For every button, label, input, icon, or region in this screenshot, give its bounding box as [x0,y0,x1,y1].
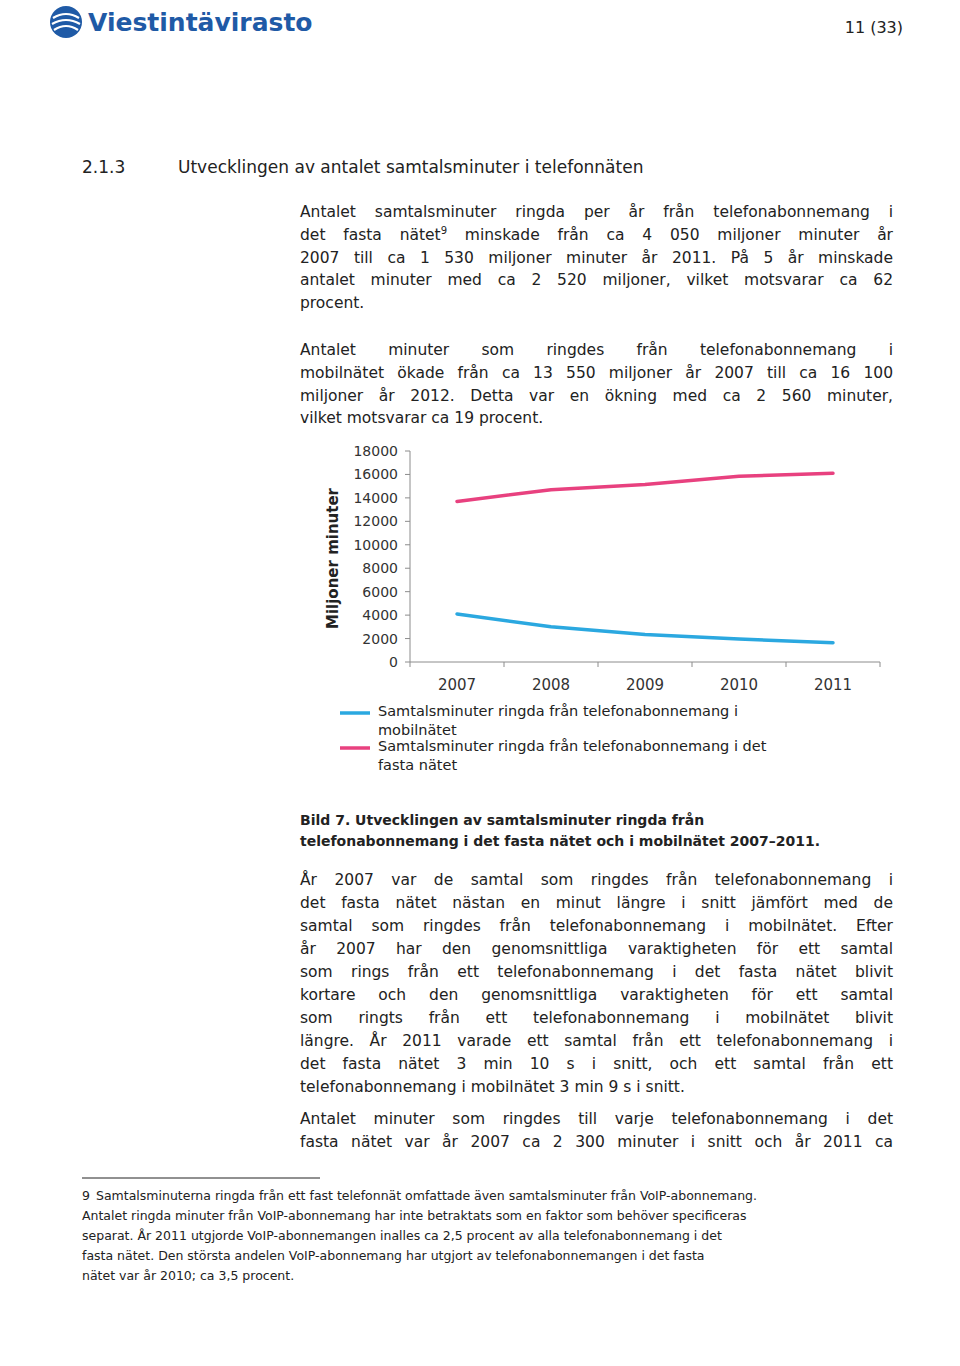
body-line: fasta nätet var år 2007 ca 2 300 minuter… [300,1131,893,1153]
y-tick-label: 2000 [362,631,398,647]
body-line: som ringts från ett telefonabonnemang i … [300,1007,893,1029]
text-segment: det fasta nätet [300,226,441,244]
y-tick [405,615,410,616]
body-line: det fasta nätet 3 min 10 s i snitt, och … [300,1053,893,1075]
footnote-line: Samtalsminuterna ringda från ett fast te… [96,1185,757,1207]
y-tick-label: 6000 [362,584,398,600]
y-tick [405,662,410,663]
body-line: som rings från ett telefonabonnemang i d… [300,961,893,983]
body-line: längre. År 2011 varade ett samtal från e… [300,1030,893,1052]
body-line: mobilnätet ökade från ca 13 550 miljoner… [300,362,893,384]
body-line: vilket motsvarar ca 19 procent. [300,407,893,429]
y-tick [405,497,410,498]
y-tick-label: 0 [389,654,398,670]
legend-swatch [340,711,370,715]
footnote-rule [82,1178,320,1179]
body-line: 2007 till ca 1 530 miljoner minuter år 2… [300,247,893,269]
y-tick [405,591,410,592]
text-segment: minskade från ca 4 050 miljoner minuter … [447,226,893,244]
x-tick-label: 2007 [438,676,476,694]
y-tick-label: 14000 [353,490,398,506]
y-axis-line [410,451,411,662]
y-axis-label: Miljoner minuter [324,487,342,629]
x-axis-line [410,662,880,663]
x-tick [598,662,599,667]
legend-swatch [340,746,370,750]
body-line: miljoner år 2012. Detta var en ökning me… [300,385,893,407]
logo-text: Viestintävirasto [88,8,313,37]
page: Viestintävirasto 11 (33) 0 2000 4000 6000 8000… [0,0,960,1366]
footnote-marker: 9 [82,1185,90,1207]
footnote-line: fasta nätet. Den största andelen VoIP-ab… [82,1245,704,1267]
legend-label: Samtalsminuter ringda från telefonabonne… [378,702,798,740]
body-line: telefonabonnemang i mobilnätet 3 min 9 s… [300,1076,893,1098]
legend-label: Samtalsminuter ringda från telefonabonne… [378,737,798,775]
x-tick [880,662,881,667]
y-tick [405,474,410,475]
x-tick [786,662,787,667]
y-tick-label: 12000 [353,513,398,529]
footnote-line: separat. År 2011 utgjorde VoIP-abonneman… [82,1225,722,1247]
series-line [457,614,833,643]
body-line: År 2007 var de samtal som ringdes från t… [300,869,893,891]
logo: Viestintävirasto [50,6,313,38]
y-tick-label: 10000 [353,537,398,553]
body-line: antalet minuter med ca 2 520 miljoner, v… [300,269,893,291]
body-line: Antalet samtalsminuter ringda per år frå… [300,201,893,223]
logo-icon [50,6,82,38]
x-tick [504,662,505,667]
y-tick-label: 8000 [362,560,398,576]
body-line: det fasta nätet9 minskade från ca 4 050 … [300,224,893,246]
body-line: Antalet minuter som ringdes från telefon… [300,339,893,361]
x-tick-label: 2008 [532,676,570,694]
chart: 0 2000 4000 6000 8000 10000 12000 14000 16000 180… [324,443,880,748]
footnote-line: nätet var år 2010; ca 3,5 procent. [82,1265,294,1287]
x-tick [692,662,693,667]
x-tick-label: 2011 [814,676,852,694]
x-tick [410,662,411,667]
logo-swoosh [52,14,80,30]
y-tick-label: 18000 [353,443,398,459]
body-line: procent. [300,292,893,314]
body-line: samtal som ringdes från telefonabonneman… [300,915,893,937]
page-number: 11 (33) [845,18,903,37]
plot-area [457,473,833,642]
footnote-line: Antalet ringda minuter från VoIP-abonnem… [82,1205,747,1227]
body-line: kortare och den genomsnittliga varaktigh… [300,984,893,1006]
series-line [457,473,833,501]
y-tick-label: 16000 [353,466,398,482]
y-tick [405,451,410,452]
x-tick-label: 2010 [720,676,758,694]
y-tick [405,521,410,522]
body-line: år 2007 har den genomsnittliga varaktigh… [300,938,893,960]
section-title: Utvecklingen av antalet samtalsminuter i… [178,156,643,178]
caption-line: telefonabonnemang i det fasta nätet och … [300,830,893,852]
y-tick [405,544,410,545]
footnote-ref: 9 [441,225,447,236]
body-line: det fasta nätet nästan en minut längre i… [300,892,893,914]
y-tick-label: 4000 [362,607,398,623]
section-number: 2.1.3 [82,156,125,178]
body-line: Antalet minuter som ringdes till varje t… [300,1108,893,1130]
y-tick [405,638,410,639]
y-tick [405,568,410,569]
x-tick-label: 2009 [626,676,664,694]
caption-line: Bild 7. Utvecklingen av samtalsminuter r… [300,809,893,831]
